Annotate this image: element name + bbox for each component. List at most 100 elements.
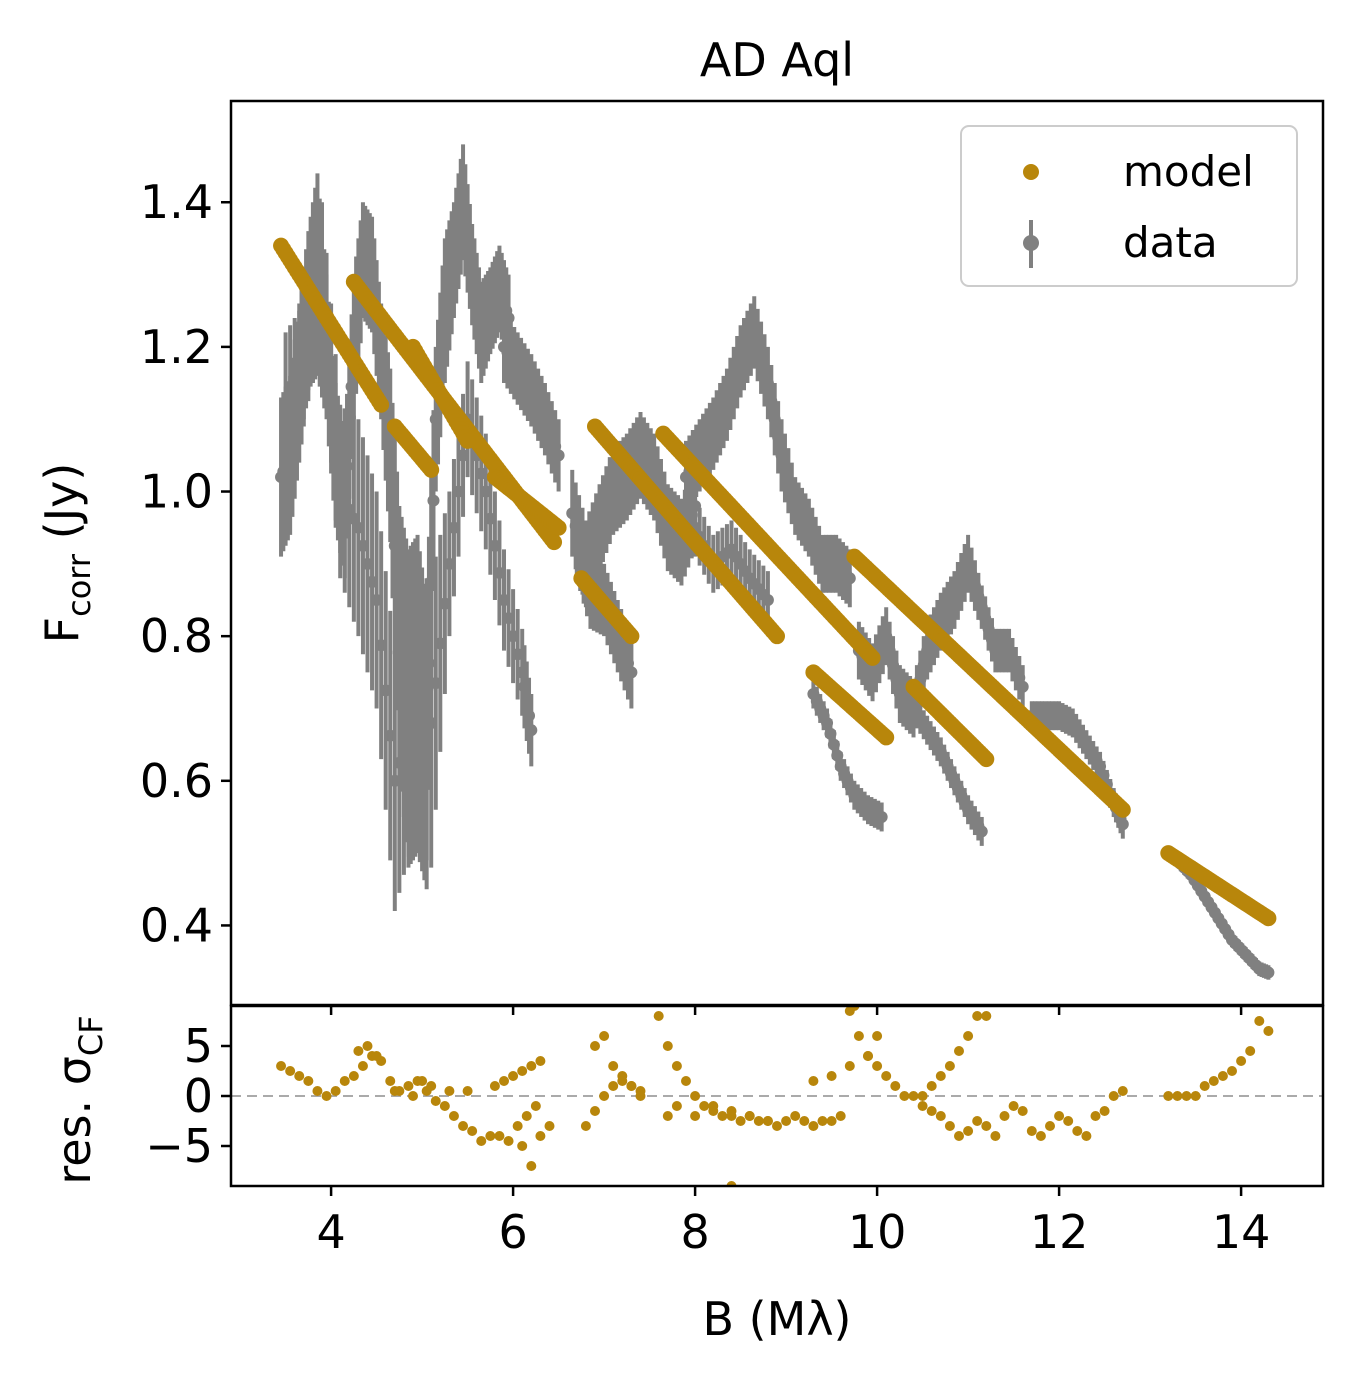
residual-point <box>872 1031 883 1041</box>
residual-point <box>972 1011 983 1021</box>
residual-point <box>826 1116 837 1126</box>
residual-point <box>1217 1071 1228 1081</box>
data-point <box>761 594 774 607</box>
residual-point <box>1108 1091 1119 1101</box>
residual-point <box>781 1116 792 1126</box>
residual-point <box>753 1116 764 1126</box>
residual-point <box>853 1031 864 1041</box>
model-point <box>864 649 881 666</box>
residual-point <box>485 1131 496 1141</box>
x-axis: 4 6 8 10 12 14 <box>316 1005 1270 1259</box>
legend-box <box>960 125 1298 287</box>
residual-point <box>467 1126 478 1136</box>
residual-point <box>653 1011 664 1021</box>
residual-point <box>799 1116 810 1126</box>
residual-point <box>990 1131 1001 1141</box>
data-point <box>427 494 440 507</box>
residual-point <box>389 1086 400 1096</box>
legend-model-label: model <box>1123 147 1254 196</box>
residual-point <box>1081 1131 1092 1141</box>
main-y-tick-label: 0.6 <box>140 754 213 808</box>
residual-point <box>1254 1016 1265 1026</box>
data-point <box>525 724 538 737</box>
residual-point <box>835 1111 846 1121</box>
residual-point <box>1227 1066 1237 1076</box>
residual-point <box>662 1111 673 1121</box>
residual-y-label-sub: CF <box>72 1015 110 1056</box>
residual-y-tick-label: −5 <box>145 1119 213 1173</box>
x-tick-label: 14 <box>1212 1205 1271 1259</box>
model-point <box>423 461 440 478</box>
residual-point <box>772 1121 782 1131</box>
main-y-axis-label: Fcorr (Jy) <box>35 463 98 644</box>
residual-point <box>1054 1111 1065 1121</box>
residual-point <box>1172 1091 1183 1101</box>
residual-point <box>403 1081 414 1091</box>
model-point <box>878 729 895 746</box>
main-y-label-sub: corr <box>60 553 98 617</box>
model-point <box>1114 801 1131 818</box>
x-axis-label: B (Mλ) <box>703 1292 852 1346</box>
residual-point <box>935 1071 946 1081</box>
residual-point <box>662 1041 673 1051</box>
data-point <box>1262 966 1275 979</box>
data-point <box>625 666 638 679</box>
residual-point <box>735 1116 746 1126</box>
residual-point <box>726 1106 737 1116</box>
residual-point <box>1199 1081 1210 1091</box>
main-y-label-main: F <box>35 617 89 643</box>
residual-point <box>535 1131 546 1141</box>
residual-point <box>348 1071 359 1081</box>
legend-data-marker <box>1023 235 1039 251</box>
residual-y-axis: 50−5 <box>145 1019 231 1173</box>
main-y-tick-label: 1.4 <box>140 175 213 229</box>
residual-point <box>954 1046 964 1056</box>
residual-point <box>494 1131 505 1141</box>
residual-point <box>444 1086 455 1096</box>
residual-y-label-main: res. σ <box>47 1056 101 1185</box>
residual-point <box>635 1091 646 1101</box>
residual-point <box>1181 1091 1192 1101</box>
residual-point <box>489 1081 500 1091</box>
residual-point <box>690 1111 701 1121</box>
x-tick-label: 12 <box>1030 1205 1089 1259</box>
residual-point <box>681 1076 691 1086</box>
residual-point <box>608 1061 619 1071</box>
main-y-tick-label: 0.8 <box>140 609 213 663</box>
residual-point <box>872 1061 883 1071</box>
model-point <box>1260 910 1277 927</box>
x-tick-label: 10 <box>848 1205 907 1259</box>
residual-point <box>512 1121 523 1131</box>
residual-point <box>294 1071 305 1081</box>
residual-point <box>530 1101 541 1111</box>
residual-point <box>276 1061 287 1071</box>
data-point <box>1116 818 1129 831</box>
residual-point <box>590 1041 600 1051</box>
residual-point <box>590 1106 600 1116</box>
residual-point <box>899 1091 910 1101</box>
residual-point <box>1163 1091 1174 1101</box>
residual-point <box>617 1071 628 1081</box>
residual-point <box>1117 1086 1128 1096</box>
residual-point <box>458 1121 469 1131</box>
residual-point <box>1090 1111 1101 1121</box>
residual-point <box>1245 1046 1256 1056</box>
residual-point <box>808 1076 819 1086</box>
residual-point <box>1208 1076 1219 1086</box>
residual-point <box>599 1091 610 1101</box>
residual-point <box>981 1121 992 1131</box>
residual-point <box>844 1061 855 1071</box>
legend-data-label: data <box>1123 218 1218 267</box>
residual-point <box>944 1061 955 1071</box>
legend: model data <box>960 125 1298 287</box>
residual-point <box>1236 1056 1247 1066</box>
residual-point <box>817 1116 828 1126</box>
residual-point <box>1099 1106 1110 1116</box>
main-y-tick-label: 0.4 <box>140 898 213 952</box>
residual-point <box>517 1141 528 1151</box>
residual-point <box>362 1041 373 1051</box>
residual-point <box>426 1081 437 1091</box>
residual-point <box>981 1011 992 1021</box>
residual-point <box>1035 1131 1046 1141</box>
residual-point <box>303 1076 314 1086</box>
